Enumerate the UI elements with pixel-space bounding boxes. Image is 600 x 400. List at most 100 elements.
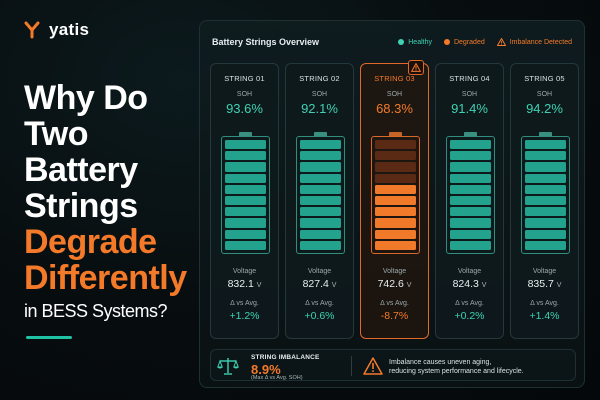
headline-line-7: in BESS Systems? <box>24 301 168 321</box>
delta-label: Δ vs Avg. <box>530 300 559 307</box>
string-card-2[interactable]: STRING 02 SOH 92.1% Voltage 827.4 V Δ vs Avg.… <box>285 63 354 339</box>
battery-segment <box>375 184 416 195</box>
imbalance-message-line-2: reducing system performance and lifecycl… <box>389 368 524 375</box>
headline-line-5: Degrade <box>24 223 157 261</box>
legend: Healthy Degraded Imbalance Detected <box>398 38 572 46</box>
battery-cap <box>464 132 477 136</box>
voltage-number: 827.4 <box>302 278 329 290</box>
battery-segment <box>300 229 341 239</box>
battery-segment <box>450 207 491 217</box>
string-card-5[interactable]: STRING 05 SOH 94.2% Voltage 835.7 V Δ vs Avg.… <box>510 63 579 339</box>
imbalance-subtitle: (Max Δ vs Avg. SOH) <box>251 375 303 381</box>
battery-segment <box>300 140 341 150</box>
footer-divider <box>351 356 352 376</box>
legend-degraded: Degraded <box>443 39 485 46</box>
voltage-number: 824.3 <box>452 278 479 290</box>
battery-segment <box>525 173 566 183</box>
delta-label: Δ vs Avg. <box>380 300 409 307</box>
battery-segment <box>225 162 266 172</box>
voltage-label: Voltage <box>457 268 482 275</box>
battery-segment <box>300 240 341 251</box>
delta-value: -8.7% <box>380 310 409 322</box>
battery-segment <box>525 184 566 195</box>
battery-segment <box>225 218 266 228</box>
battery-segment <box>525 229 566 239</box>
battery-segment <box>450 162 491 172</box>
battery-segment <box>375 196 416 206</box>
battery-icon <box>296 132 345 254</box>
delta-value: +1.2% <box>229 310 260 322</box>
imbalance-footer: STRING IMBALANCE 8.9% (Max Δ vs Avg. SOH… <box>210 349 576 381</box>
battery-segment <box>525 240 566 251</box>
battery-icon <box>521 132 570 254</box>
battery-body <box>221 136 270 254</box>
battery-cap <box>539 132 552 136</box>
voltage-number: 832.1 <box>227 278 254 290</box>
battery-segment <box>450 229 491 239</box>
brand-logo: yatis <box>22 20 89 40</box>
headline-line-4: Strings <box>24 187 138 225</box>
battery-segment <box>375 240 416 251</box>
soh-label: SOH <box>386 91 403 98</box>
degraded-dot-icon <box>443 39 450 45</box>
battery-segment <box>300 173 341 183</box>
battery-body <box>521 136 570 254</box>
delta-value: +1.4% <box>529 310 560 322</box>
voltage-value: 832.1 V <box>211 278 278 290</box>
headline-line-1: Why Do <box>24 79 148 117</box>
voltage-unit: V <box>406 282 412 289</box>
battery-segment <box>225 140 266 150</box>
battery-segment <box>525 218 566 228</box>
battery-segment <box>450 140 491 150</box>
battery-segment <box>525 162 566 172</box>
battery-segment <box>450 184 491 195</box>
battery-segment <box>300 184 341 195</box>
balance-scale-icon <box>217 358 239 375</box>
battery-segment <box>225 207 266 217</box>
imbalance-value: 8.9% <box>251 362 281 377</box>
string-name: STRING 03 <box>374 74 415 83</box>
voltage-value: 824.3 V <box>436 278 503 290</box>
battery-segment <box>375 207 416 217</box>
battery-icon <box>446 132 495 254</box>
battery-segment <box>525 140 566 150</box>
battery-segment <box>375 229 416 239</box>
battery-segment <box>375 151 416 161</box>
battery-segment <box>225 184 266 195</box>
battery-cap <box>314 132 327 136</box>
headline: Why Do Two Battery Strings Degrade Diffe… <box>24 80 194 324</box>
string-card-4[interactable]: STRING 04 SOH 91.4% Voltage 824.3 V Δ vs Avg.… <box>435 63 504 339</box>
string-card-3[interactable]: STRING 03 SOH 68.3% Voltage 742.6 V Δ vs Avg.… <box>360 60 429 339</box>
imbalance-message: Imbalance causes uneven aging, reducing … <box>389 358 524 376</box>
battery-segment <box>450 173 491 183</box>
battery-segment <box>450 151 491 161</box>
battery-segment <box>450 240 491 251</box>
voltage-unit: V <box>331 282 337 289</box>
string-cards: STRING 01 SOH 93.6% Voltage 832.1 V Δ vs Avg.… <box>210 60 579 339</box>
headline-line-3: Battery <box>24 151 138 189</box>
battery-strings-panel: Battery Strings Overview Healthy Degrade… <box>199 20 585 388</box>
battery-segment <box>300 196 341 206</box>
string-name: STRING 05 <box>524 74 565 83</box>
soh-value: 68.3% <box>376 101 413 116</box>
soh-label: SOH <box>461 91 478 98</box>
warning-icon <box>363 357 383 375</box>
string-name: STRING 02 <box>299 74 340 83</box>
battery-body <box>446 136 495 254</box>
delta-label: Δ vs Avg. <box>455 300 484 307</box>
string-card-1[interactable]: STRING 01 SOH 93.6% Voltage 832.1 V Δ vs Avg.… <box>210 63 279 339</box>
imbalance-label: STRING IMBALANCE <box>251 354 320 361</box>
battery-cap <box>389 132 402 136</box>
battery-segment <box>450 218 491 228</box>
battery-segment <box>375 140 416 150</box>
battery-segment <box>300 207 341 217</box>
battery-segment <box>225 229 266 239</box>
string-name: STRING 01 <box>224 74 265 83</box>
voltage-value: 835.7 V <box>511 278 578 290</box>
battery-segment <box>375 218 416 228</box>
headline-line-6: Differently <box>24 259 187 297</box>
battery-segment <box>225 240 266 251</box>
delta-label: Δ vs Avg. <box>230 300 259 307</box>
delta-label: Δ vs Avg. <box>305 300 334 307</box>
soh-label: SOH <box>236 91 253 98</box>
